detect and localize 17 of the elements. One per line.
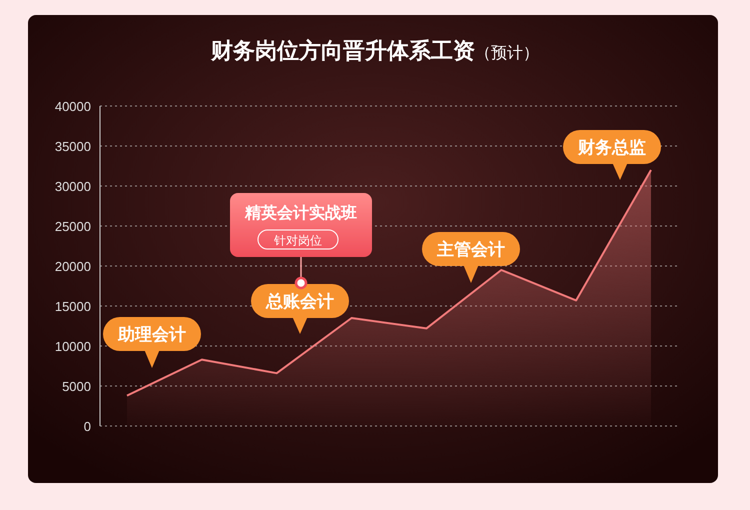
y-tick-label: 40000 xyxy=(54,99,91,114)
y-tick-label: 35000 xyxy=(54,139,91,154)
annotation: 主管会计 xyxy=(436,240,505,259)
y-tick-label: 20000 xyxy=(54,259,91,274)
annotation: 针对岗位 xyxy=(273,234,322,248)
y-tick-label: 0 xyxy=(84,419,91,434)
y-tick-label: 30000 xyxy=(54,179,91,194)
y-tick-label: 10000 xyxy=(54,339,91,354)
annotation: 助理会计 xyxy=(117,325,186,344)
annotation: 精英会计实战班 xyxy=(244,204,357,222)
chart-subtitle: （预计） xyxy=(475,44,539,62)
annotation: 总账会计 xyxy=(265,292,334,311)
annotation: 财务总监 xyxy=(577,138,646,157)
y-tick-label: 5000 xyxy=(62,379,91,394)
y-tick-label: 15000 xyxy=(54,299,91,314)
chart-title: 财务岗位方向晋升体系工资 xyxy=(210,38,475,63)
y-tick-label: 25000 xyxy=(54,219,91,234)
